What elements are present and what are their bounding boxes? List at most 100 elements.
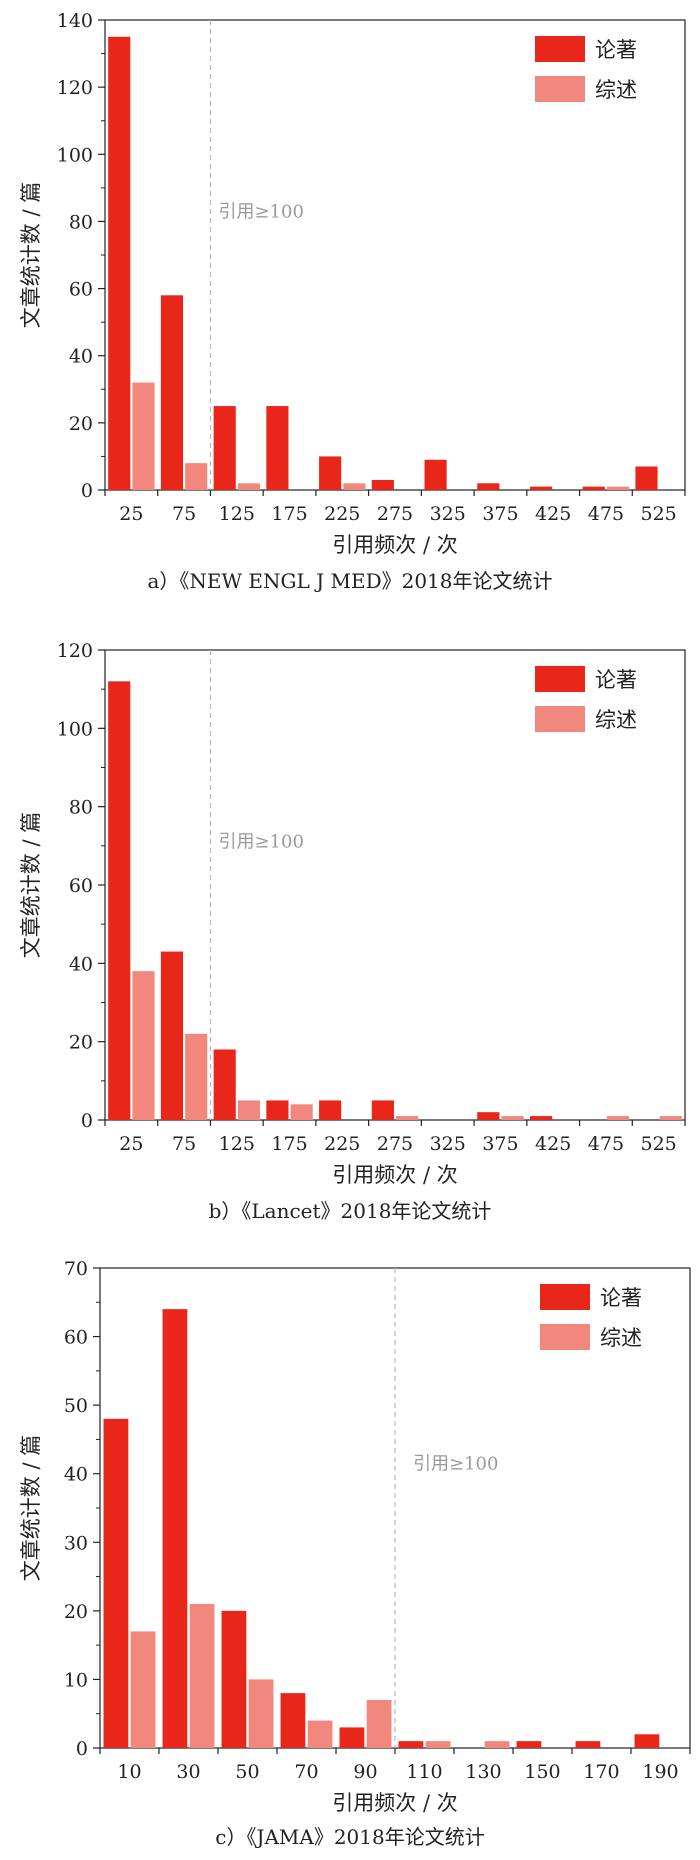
- bar-articles: [529, 486, 553, 490]
- bar-reviews: [606, 1116, 630, 1120]
- bar-articles: [529, 1116, 553, 1120]
- y-tick-label: 60: [64, 1327, 88, 1349]
- bar-reviews: [189, 1604, 215, 1748]
- legend-swatch-reviews: [540, 1324, 590, 1350]
- x-tick-label: 10: [117, 1761, 141, 1783]
- y-tick-label: 80: [69, 211, 93, 233]
- y-tick-label: 0: [76, 1738, 88, 1760]
- x-tick-label: 25: [119, 1133, 143, 1155]
- x-tick-label: 475: [588, 1133, 624, 1155]
- bar-articles: [477, 483, 500, 490]
- legend-swatch-reviews: [535, 706, 585, 732]
- bar-articles: [160, 951, 184, 1120]
- x-tick-label: 90: [353, 1761, 377, 1783]
- x-tick-label: 275: [377, 1133, 413, 1155]
- x-axis-label: 引用频次 / 次: [332, 1791, 457, 1815]
- bar-articles: [213, 1049, 236, 1120]
- bar-reviews: [307, 1720, 333, 1748]
- bar-reviews: [185, 1033, 208, 1120]
- y-tick-label: 100: [57, 144, 93, 166]
- x-tick-label: 75: [172, 1133, 196, 1155]
- bar-articles: [221, 1610, 247, 1748]
- bar-articles: [575, 1741, 601, 1748]
- bar-reviews: [501, 1116, 524, 1120]
- bar-articles: [582, 486, 605, 490]
- x-tick-label: 110: [406, 1761, 442, 1783]
- x-tick-label: 425: [535, 503, 571, 525]
- bar-reviews: [237, 483, 261, 490]
- bar-articles: [280, 1693, 306, 1748]
- x-axis-label: 引用频次 / 次: [332, 533, 457, 557]
- x-tick-label: 125: [219, 503, 255, 525]
- y-tick-label: 60: [69, 875, 93, 897]
- bar-reviews: [343, 483, 366, 490]
- x-tick-label: 130: [465, 1761, 501, 1783]
- bar-reviews: [237, 1100, 261, 1120]
- x-tick-label: 375: [482, 503, 518, 525]
- x-tick-label: 170: [583, 1761, 619, 1783]
- bar-reviews: [130, 1631, 156, 1748]
- y-axis-label: 文章统计数 / 篇: [19, 812, 43, 958]
- bar-articles: [477, 1112, 500, 1120]
- chart-panel-c: 引用≥100 0 10 20 30 40 50 60 70 10 30 50 70 90 110 130 150…: [0, 1248, 700, 1860]
- x-tick-label: 325: [430, 1133, 466, 1155]
- x-tick-label: 175: [271, 1133, 307, 1155]
- legend-swatch-reviews: [535, 76, 585, 102]
- legend-label: 论著: [600, 1286, 642, 1310]
- bar-articles: [213, 406, 236, 490]
- bar-articles: [108, 36, 131, 491]
- bar-reviews: [396, 1116, 419, 1120]
- y-axis-label: 文章统计数 / 篇: [19, 182, 43, 328]
- x-tick-label: 425: [535, 1133, 571, 1155]
- bar-articles: [371, 1100, 394, 1120]
- x-tick-label: 225: [324, 503, 360, 525]
- chart-b-caption: b）《Lancet》2018年论文统计: [208, 1199, 492, 1223]
- x-tick-label: 525: [641, 503, 677, 525]
- y-tick-label: 0: [81, 480, 93, 502]
- chart-panel-b: 引用≥100 0 20 40 60 80 100 120 25 75 125 175 225 275 325…: [0, 625, 700, 1230]
- bar-articles: [424, 459, 447, 490]
- legend-label: 综述: [595, 78, 637, 102]
- legend-label: 综述: [600, 1326, 642, 1350]
- x-axis-label: 引用频次 / 次: [332, 1163, 457, 1187]
- chart-c-caption: c）《JAMA》2018年论文统计: [215, 1825, 485, 1849]
- x-tick-label: 30: [176, 1761, 200, 1783]
- chart-panel-a: 引用≥100 0 20 40 60 80 100 120 140 25 75 125 175 225 275…: [0, 0, 700, 600]
- bar-articles: [319, 456, 342, 490]
- bar-articles: [635, 466, 658, 490]
- chart-c-svg: 引用≥100 0 10 20 30 40 50 60 70 10 30 50 70 90 110 130 150…: [19, 1258, 691, 1815]
- y-tick-label: 20: [69, 1032, 93, 1054]
- chart-b-svg: 引用≥100 0 20 40 60 80 100 120 25 75 125 175 225 275 325…: [19, 640, 686, 1187]
- bar-articles: [371, 479, 394, 490]
- x-tick-label: 150: [524, 1761, 560, 1783]
- bar-articles: [339, 1727, 365, 1748]
- chart-a-caption: a）《NEW ENGL J MED》2018年论文统计: [147, 569, 553, 593]
- legend-swatch-articles: [535, 666, 585, 692]
- x-tick-label: 190: [642, 1761, 678, 1783]
- x-tick-label: 225: [324, 1133, 360, 1155]
- x-tick-label: 125: [219, 1133, 255, 1155]
- legend-label: 综述: [595, 708, 637, 732]
- y-tick-label: 20: [69, 413, 93, 435]
- threshold-label: 引用≥100: [218, 201, 303, 222]
- bar-articles: [266, 406, 289, 490]
- legend-swatch-articles: [535, 36, 585, 62]
- y-axis-label: 文章统计数 / 篇: [19, 1435, 43, 1581]
- bar-articles: [266, 1100, 289, 1120]
- bar-reviews: [659, 1116, 682, 1120]
- y-tick-label: 0: [81, 1110, 93, 1132]
- y-tick-label: 120: [57, 77, 93, 99]
- y-tick-label: 100: [57, 718, 93, 740]
- bar-articles: [319, 1100, 342, 1120]
- x-tick-label: 375: [482, 1133, 518, 1155]
- y-tick-label: 40: [64, 1464, 88, 1486]
- x-tick-label: 325: [430, 503, 466, 525]
- bar-articles: [398, 1741, 424, 1748]
- bar-reviews: [132, 382, 155, 490]
- bar-articles: [108, 681, 131, 1120]
- y-tick-label: 80: [69, 797, 93, 819]
- chart-a-svg: 引用≥100 0 20 40 60 80 100 120 140 25 75 125 175 225 275…: [19, 10, 686, 557]
- x-tick-label: 175: [271, 503, 307, 525]
- y-tick-label: 140: [57, 10, 93, 32]
- bar-reviews: [248, 1679, 274, 1748]
